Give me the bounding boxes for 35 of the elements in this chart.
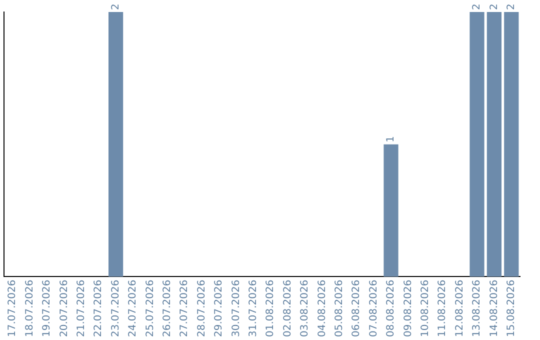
x-tick-label: 02.08.2026 bbox=[282, 280, 294, 338]
data-label: 1 bbox=[386, 136, 397, 142]
x-tick-label: 18.07.2026 bbox=[24, 280, 36, 338]
data-label: 2 bbox=[110, 4, 122, 10]
x-tick-label: 13.08.2026 bbox=[472, 280, 483, 338]
x-tick-label: 15.08.2026 bbox=[506, 280, 517, 338]
x-tick-label: 07.08.2026 bbox=[368, 280, 380, 338]
data-label: 2 bbox=[472, 4, 483, 10]
x-tick-label: 05.08.2026 bbox=[334, 280, 345, 338]
x-tick-label: 31.07.2026 bbox=[248, 280, 259, 338]
x-tick-label: 28.07.2026 bbox=[196, 280, 208, 338]
x-tick-label: 21.07.2026 bbox=[76, 280, 87, 338]
data-label: 2 bbox=[506, 4, 517, 10]
x-tick-label: 20.07.2026 bbox=[58, 280, 70, 338]
x-tick-label: 27.07.2026 bbox=[179, 280, 190, 338]
x-tick-label: 06.08.2026 bbox=[351, 280, 362, 338]
x-tick-label: 29.07.2026 bbox=[214, 280, 225, 338]
x-tick-label: 24.07.2026 bbox=[128, 280, 139, 338]
x-tick-label: 09.08.2026 bbox=[402, 280, 414, 338]
x-tick-label: 11.08.2026 bbox=[437, 280, 448, 338]
x-tick-label: 14.08.2026 bbox=[488, 280, 500, 338]
x-tick-label: 30.07.2026 bbox=[230, 280, 242, 338]
x-tick-label: 26.07.2026 bbox=[162, 280, 173, 338]
x-tick-label: 17.07.2026 bbox=[7, 280, 18, 338]
x-tick-label: 04.08.2026 bbox=[316, 280, 328, 338]
x-tick-label: 23.07.2026 bbox=[110, 280, 122, 338]
x-tick-label: 08.08.2026 bbox=[386, 280, 397, 338]
x-tick-label: 10.08.2026 bbox=[420, 280, 431, 338]
x-tick-label: 01.08.2026 bbox=[265, 280, 276, 338]
data-label: 2 bbox=[488, 4, 500, 10]
x-tick-label: 19.07.2026 bbox=[42, 280, 53, 338]
x-tick-label: 25.07.2026 bbox=[144, 280, 156, 338]
x-tick-label: 03.08.2026 bbox=[300, 280, 311, 338]
x-tick-label: 22.07.2026 bbox=[93, 280, 104, 338]
x-tick-label: 12.08.2026 bbox=[454, 280, 466, 338]
